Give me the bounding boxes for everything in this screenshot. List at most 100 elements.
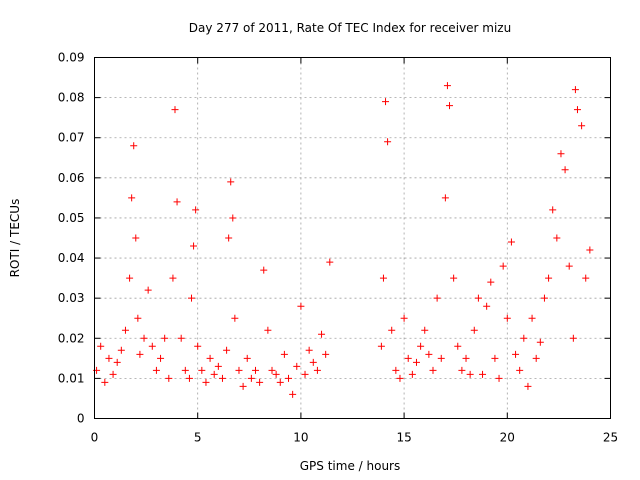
data-point	[573, 106, 581, 114]
data-point	[491, 354, 499, 362]
data-point	[553, 234, 561, 242]
data-point	[470, 326, 478, 334]
data-point	[571, 86, 579, 94]
data-point	[181, 366, 189, 374]
x-tick-label: 20	[500, 431, 515, 445]
data-point	[293, 362, 301, 370]
data-point	[132, 234, 140, 242]
data-point	[309, 358, 317, 366]
data-point	[121, 326, 129, 334]
data-point	[499, 262, 507, 270]
data-point	[165, 374, 173, 382]
data-point	[388, 326, 396, 334]
data-point	[198, 366, 206, 374]
data-point	[136, 350, 144, 358]
data-point	[454, 342, 462, 350]
plot-frame	[94, 57, 611, 419]
data-point	[392, 366, 400, 374]
y-tick-label: 0.04	[58, 251, 85, 265]
data-point	[109, 370, 117, 378]
data-point	[429, 366, 437, 374]
data-point	[256, 378, 264, 386]
data-point	[487, 278, 495, 286]
data-point	[276, 378, 284, 386]
data-point	[578, 122, 586, 130]
data-point	[528, 314, 536, 322]
data-point	[134, 314, 142, 322]
data-point	[450, 274, 458, 282]
data-point	[210, 370, 218, 378]
data-point	[417, 342, 425, 350]
data-point	[313, 366, 321, 374]
x-tick-label: 25	[603, 431, 618, 445]
data-point	[225, 234, 233, 242]
data-point	[474, 294, 482, 302]
chart-title: Day 277 of 2011, Rate Of TEC Index for r…	[189, 21, 511, 35]
x-axis-label: GPS time / hours	[300, 459, 401, 473]
y-tick-label: 0	[77, 412, 85, 426]
data-point	[144, 286, 152, 294]
data-point	[251, 366, 259, 374]
data-point	[545, 274, 553, 282]
data-point	[540, 294, 548, 302]
data-point	[326, 258, 334, 266]
data-point	[169, 274, 177, 282]
data-point	[185, 374, 193, 382]
data-point	[532, 354, 540, 362]
y-tick-label: 0.01	[58, 371, 85, 385]
data-point	[305, 346, 313, 354]
x-tick-label: 0	[91, 431, 99, 445]
data-point	[272, 370, 280, 378]
y-axis-label: ROTI / TECUs	[8, 199, 22, 278]
data-point	[458, 366, 466, 374]
data-point	[549, 206, 557, 214]
data-point	[569, 334, 577, 342]
data-point	[128, 194, 136, 202]
data-points	[93, 82, 594, 398]
y-tick-label: 0.05	[58, 211, 85, 225]
data-point	[520, 334, 528, 342]
y-tick-label: 0.08	[58, 91, 85, 105]
data-point	[433, 294, 441, 302]
data-point	[503, 314, 511, 322]
data-point	[404, 354, 412, 362]
data-point	[437, 354, 445, 362]
data-point	[507, 238, 515, 246]
data-point	[479, 370, 487, 378]
data-point	[140, 334, 148, 342]
data-point	[243, 354, 251, 362]
data-point	[202, 378, 210, 386]
y-tick-label: 0.07	[58, 131, 85, 145]
data-point	[152, 366, 160, 374]
data-point	[214, 362, 222, 370]
data-point	[582, 274, 590, 282]
data-point	[536, 338, 544, 346]
data-point	[218, 374, 226, 382]
data-point	[483, 302, 491, 310]
data-point	[462, 354, 470, 362]
data-point	[446, 102, 454, 110]
data-point	[297, 302, 305, 310]
data-point	[173, 198, 181, 206]
data-point	[194, 342, 202, 350]
x-tick-label: 15	[396, 431, 411, 445]
axis-ticks: 0 5 10 15 20 25 0 0.01 0.02 0.03 0.04 0.05 0.06 0.07 0…	[58, 51, 618, 445]
data-point	[188, 294, 196, 302]
data-point	[171, 106, 179, 114]
data-point	[441, 194, 449, 202]
data-point	[148, 342, 156, 350]
data-point	[412, 358, 420, 366]
data-point	[105, 354, 113, 362]
data-point	[126, 274, 134, 282]
grid-lines	[94, 57, 611, 419]
data-point	[260, 266, 268, 274]
data-point	[377, 342, 385, 350]
data-point	[557, 150, 565, 158]
x-tick-label: 10	[293, 431, 308, 445]
data-point	[289, 390, 297, 398]
data-point	[227, 178, 235, 186]
data-point	[192, 206, 200, 214]
y-tick-label: 0.03	[58, 291, 85, 305]
data-point	[586, 246, 594, 254]
